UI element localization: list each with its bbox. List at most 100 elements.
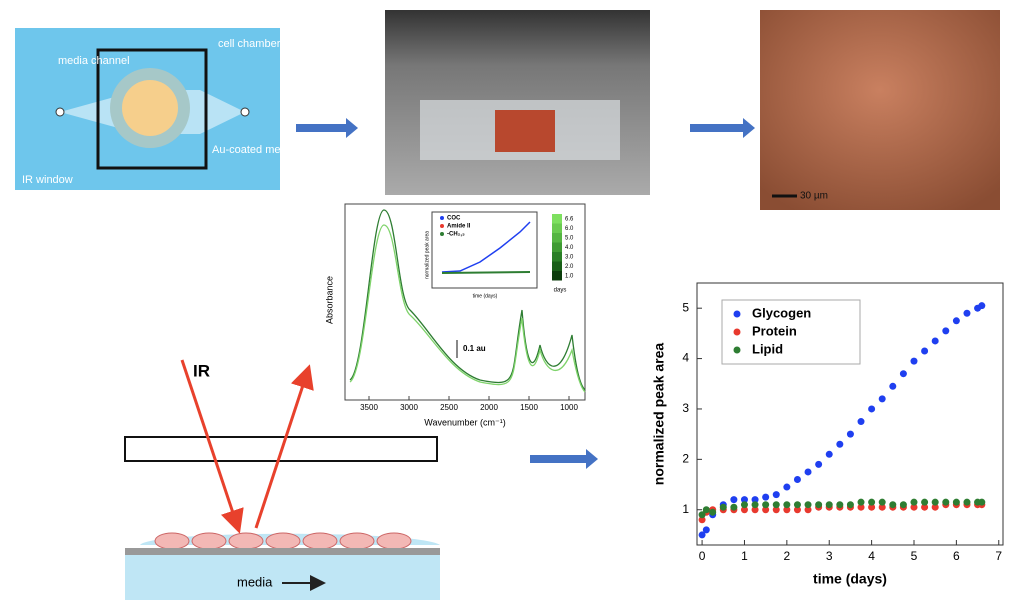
point — [730, 496, 737, 503]
point — [942, 499, 949, 506]
colorbar-cell — [552, 243, 562, 253]
inset-curve — [442, 272, 530, 273]
inset-legend: COC — [447, 216, 461, 222]
point — [953, 499, 960, 506]
port — [241, 108, 249, 116]
legend-label: Glycogen — [752, 305, 811, 320]
colorbar-cell — [552, 262, 562, 272]
inset-legend-dot — [440, 224, 444, 228]
y-tick-label: 3 — [682, 401, 689, 415]
cells — [155, 533, 411, 549]
colorbar-cell — [552, 214, 562, 224]
label: media channel — [58, 55, 130, 67]
point — [730, 504, 737, 511]
point — [815, 501, 822, 508]
chip-center — [495, 110, 555, 152]
x-tick-label: 1500 — [520, 403, 538, 412]
point — [709, 509, 716, 516]
flow-label: media — [237, 574, 273, 589]
point — [942, 327, 949, 334]
point — [978, 302, 985, 309]
point — [868, 499, 875, 506]
x-tick-label: 2 — [784, 549, 791, 563]
x-axis-title: time (days) — [813, 571, 887, 587]
point — [921, 499, 928, 506]
membrane — [125, 548, 440, 555]
legend-marker — [734, 311, 741, 318]
device-schematic: media channel cell chamber Au-coated mem… — [15, 28, 318, 190]
cell — [192, 533, 226, 549]
point — [978, 499, 985, 506]
colorbar-label: 3.0 — [565, 255, 574, 261]
y-tick-label: 2 — [682, 452, 689, 466]
point — [826, 501, 833, 508]
colorbar-label: 1.0 — [565, 274, 574, 280]
beam-label: IR — [193, 361, 210, 380]
x-tick-label: 3 — [826, 549, 833, 563]
point — [783, 501, 790, 508]
point — [963, 499, 970, 506]
x-tick-label: 1 — [741, 549, 748, 563]
point — [900, 501, 907, 508]
colorbar-label: 2.0 — [565, 264, 574, 270]
point — [963, 310, 970, 317]
figure: media channel cell chamber Au-coated mem… — [0, 0, 1016, 601]
legend-label: Protein — [752, 323, 797, 338]
point — [762, 501, 769, 508]
inset-legend-dot — [440, 232, 444, 236]
point — [762, 494, 769, 501]
flow-arrow-head — [346, 118, 358, 138]
colorbar-label: 5.0 — [565, 236, 574, 242]
cell — [266, 533, 300, 549]
label: Au-coated membrane — [212, 144, 318, 156]
point — [868, 405, 875, 412]
point — [703, 526, 710, 533]
spectrum-x-label: Wavenumber (cm⁻¹) — [424, 417, 505, 427]
inset-legend-dot — [440, 216, 444, 220]
point — [826, 451, 833, 458]
scale-label: 30 µm — [800, 191, 828, 202]
spectrum-panel: Absorbance Wavenumber (cm⁻¹) 0.1 au COC … — [324, 204, 585, 427]
cell — [377, 533, 411, 549]
y-tick-label: 1 — [682, 502, 689, 516]
point — [794, 476, 801, 483]
point — [720, 504, 727, 511]
port — [56, 108, 64, 116]
point — [815, 461, 822, 468]
inset-x-label: time (days) — [473, 293, 498, 299]
x-tick-label: 3000 — [400, 403, 418, 412]
inset-y-label: normalized peak area — [424, 231, 430, 279]
point — [773, 501, 780, 508]
inset-legend: Amide II — [447, 224, 471, 230]
scale-label: 0.1 au — [463, 344, 486, 353]
point — [900, 370, 907, 377]
point — [879, 499, 886, 506]
colorbar-label: 6.0 — [565, 226, 574, 232]
point — [773, 491, 780, 498]
x-tick-label: 1000 — [560, 403, 578, 412]
x-tick-label: 5 — [911, 549, 918, 563]
colorbar-cell — [552, 271, 562, 281]
point — [794, 501, 801, 508]
point — [879, 395, 886, 402]
point — [805, 468, 812, 475]
x-tick-label: 2500 — [440, 403, 458, 412]
label: IR window — [22, 174, 73, 186]
point — [836, 501, 843, 508]
point — [921, 348, 928, 355]
point — [858, 499, 865, 506]
media-channel — [125, 555, 440, 600]
legend-marker — [734, 329, 741, 336]
y-tick-label: 5 — [682, 300, 689, 314]
flow-arrow-head — [586, 449, 598, 469]
x-tick-label: 6 — [953, 549, 960, 563]
x-tick-label: 2000 — [480, 403, 498, 412]
point — [889, 501, 896, 508]
point — [783, 484, 790, 491]
colorbar-label: 4.0 — [565, 245, 574, 251]
colorbar-label: days — [554, 288, 567, 294]
y-axis-title: normalized peak area — [651, 343, 667, 486]
x-tick-label: 7 — [995, 549, 1002, 563]
spectrum-y-label: Absorbance — [324, 276, 334, 324]
